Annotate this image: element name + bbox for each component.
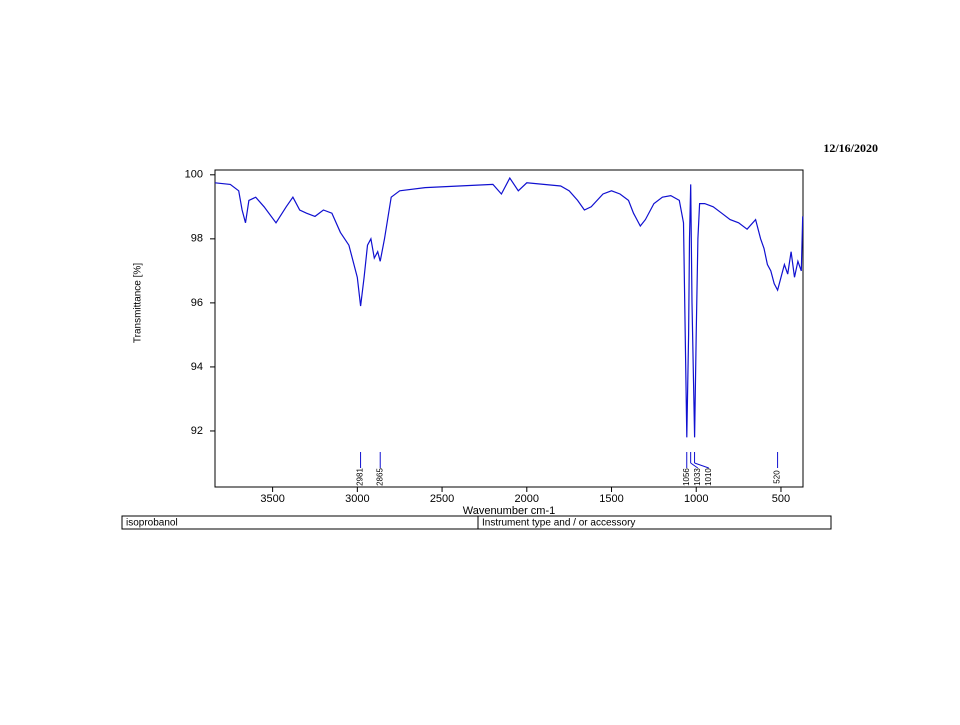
- y-tick-label: 96: [191, 297, 203, 309]
- peak-label: 2981: [356, 468, 365, 486]
- instrument: Instrument type and / or accessory: [482, 518, 635, 529]
- sample-name: isoprobanol: [126, 518, 178, 529]
- peak-label: 520: [773, 470, 782, 484]
- y-tick-label: 94: [191, 361, 203, 373]
- peak-connector: [694, 462, 709, 469]
- x-tick-label: 500: [772, 493, 790, 505]
- y-axis-label: Transmittance [%]: [133, 263, 144, 343]
- peak-label: 1010: [704, 468, 713, 486]
- peak-label: 2865: [375, 468, 384, 486]
- y-tick-label: 98: [191, 233, 203, 245]
- peak-label: 1056: [682, 468, 691, 486]
- x-tick-label: 3500: [260, 493, 284, 505]
- x-tick-label: 2500: [430, 493, 454, 505]
- table-cell: [477, 515, 832, 530]
- x-axis-label: Wavenumber cm-1: [463, 505, 556, 517]
- x-tick-label: 2000: [515, 493, 539, 505]
- y-tick-label: 92: [191, 425, 203, 437]
- spectrum-line: [214, 176, 804, 438]
- x-tick-label: 3000: [345, 493, 369, 505]
- x-tick-label: 1000: [684, 493, 708, 505]
- y-tick-label: 100: [185, 169, 203, 181]
- peak-label: 1033: [693, 468, 702, 486]
- date: 12/16/2020: [823, 141, 878, 155]
- x-tick-label: 1500: [599, 493, 623, 505]
- peak-connector: [690, 462, 699, 469]
- plot-frame: [214, 169, 804, 488]
